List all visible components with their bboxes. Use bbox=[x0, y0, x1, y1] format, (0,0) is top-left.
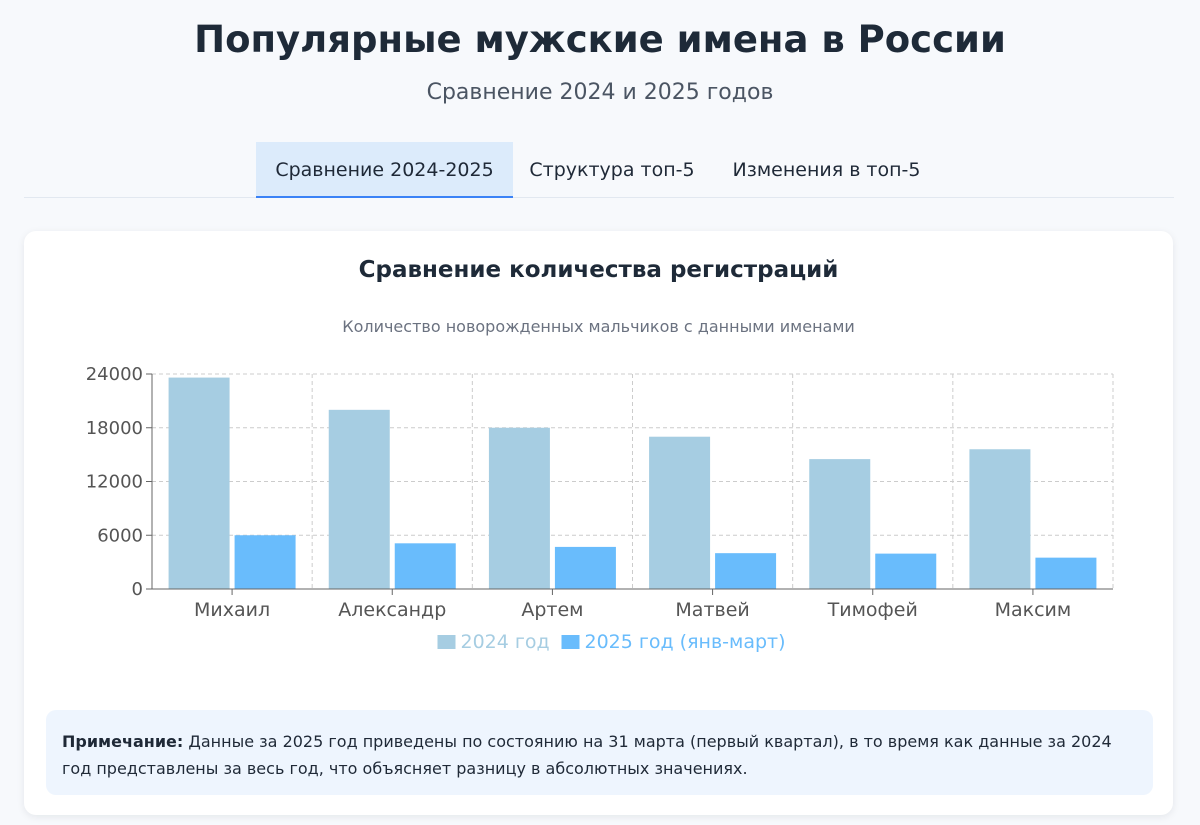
legend-swatch-1 bbox=[437, 635, 456, 649]
x-tick-label: Максим bbox=[995, 599, 1072, 621]
bar-2025-6 bbox=[1035, 557, 1097, 589]
tab-comparison[interactable]: Сравнение 2024-2025 bbox=[256, 142, 513, 198]
x-tick-label: Тимофей bbox=[827, 599, 918, 621]
bar-2024-1 bbox=[168, 377, 230, 589]
x-tick-label: Матвей bbox=[675, 599, 749, 621]
tab-changes[interactable]: Изменения в топ-5 bbox=[732, 159, 921, 181]
bar-chart: 0 6000 12000 18000 24000 Михаил Александр Артем… bbox=[86, 364, 1114, 653]
y-tick-label: 0 bbox=[132, 579, 143, 600]
bar-2025-3 bbox=[554, 546, 616, 589]
y-tick-label: 18000 bbox=[86, 418, 143, 439]
page-title: Популярные мужские имена в России bbox=[194, 18, 1006, 61]
x-tick-label: Артем bbox=[521, 599, 583, 621]
legend-label-1: 2024 год bbox=[461, 631, 550, 653]
chart-subtitle: Количество новорожденных мальчиков с дан… bbox=[342, 317, 855, 336]
bar-2025-1 bbox=[234, 535, 296, 589]
chart-card: Сравнение количества регистраций Количес… bbox=[24, 231, 1173, 815]
y-tick-label: 12000 bbox=[86, 472, 143, 493]
note-box: Примечание: Данные за 2025 год приведены… bbox=[46, 710, 1153, 795]
y-tick-label: 6000 bbox=[97, 525, 143, 546]
legend-label-2: 2025 год (янв-март) bbox=[585, 631, 786, 653]
page-subtitle: Сравнение 2024 и 2025 годов bbox=[426, 80, 774, 105]
bar-2024-2 bbox=[328, 409, 390, 589]
bar-2025-2 bbox=[394, 543, 456, 589]
legend-swatch-2 bbox=[561, 635, 580, 649]
bar-2025-5 bbox=[875, 553, 937, 589]
chart-title: Сравнение количества регистраций bbox=[358, 257, 839, 283]
y-tick-label: 24000 bbox=[86, 364, 143, 385]
x-tick-label: Александр bbox=[338, 599, 446, 621]
note-text: Данные за 2025 год приведены по состояни… bbox=[62, 732, 1112, 778]
note-label: Примечание: bbox=[62, 732, 184, 751]
x-tick-label: Михаил bbox=[194, 599, 270, 621]
tab-bar: Сравнение 2024-2025 Структура топ-5 Изме… bbox=[24, 142, 1174, 198]
bar-2024-3 bbox=[488, 427, 550, 589]
bar-2024-4 bbox=[649, 436, 711, 589]
bar-2024-6 bbox=[969, 449, 1031, 589]
tab-structure[interactable]: Структура топ-5 bbox=[529, 159, 695, 181]
bar-2024-5 bbox=[809, 459, 871, 589]
bar-2025-4 bbox=[715, 553, 777, 589]
